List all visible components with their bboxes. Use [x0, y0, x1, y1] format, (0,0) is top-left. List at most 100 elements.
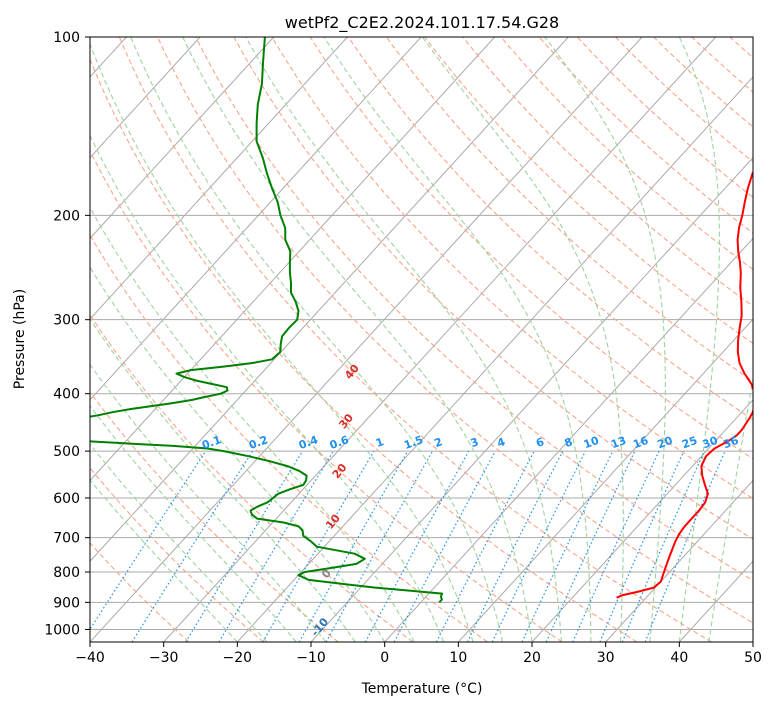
x-tick-label: −10	[296, 650, 326, 666]
y-tick-label: 600	[53, 491, 80, 507]
mixing-ratio-line	[131, 450, 254, 642]
plot-frame	[89, 36, 754, 643]
x-tick-label: 10	[449, 650, 467, 666]
mixing-ratio-label: 3	[469, 435, 481, 450]
y-tick-label: 100	[53, 30, 80, 46]
x-tick-label: 40	[670, 650, 688, 666]
moist-adiabat-line	[323, 37, 592, 642]
x-tick-label: 20	[523, 650, 541, 666]
x-tick-label: −40	[75, 650, 105, 666]
mixing-ratio-label: 30	[701, 434, 720, 452]
dry-adiabat-line	[271, 37, 753, 500]
x-axis-label: Temperature (°C)	[361, 681, 483, 697]
mixing-ratio-line	[364, 450, 470, 642]
y-tick-label: 200	[53, 208, 80, 224]
mixing-ratio-line	[599, 450, 685, 642]
dry-adiabat-line	[90, 149, 563, 642]
mixing-ratio-line	[185, 450, 304, 642]
axes: −40 −30 −20 −10 0 10 20 30 40 5010020030040050060…	[44, 30, 762, 666]
moist-adiabat-line	[544, 37, 666, 642]
isotherm-line	[90, 37, 275, 240]
x-tick-label: 30	[597, 650, 615, 666]
moist-adiabat-line	[90, 317, 356, 642]
mixing-ratio-label: 10	[582, 434, 601, 452]
isotherm-line	[384, 237, 753, 642]
mixing-ratio-line	[621, 450, 705, 642]
dewpoint-trace	[90, 37, 444, 603]
dry-adiabat-line	[424, 37, 753, 345]
x-tick-label: −20	[223, 650, 253, 666]
moist-adiabat-line	[708, 376, 753, 642]
isotherm-line	[90, 37, 201, 159]
x-tick-label: 0	[380, 650, 389, 666]
y-tick-label: 700	[53, 531, 80, 547]
isotherm-line	[752, 641, 753, 642]
mixing-ratio-line	[325, 450, 434, 642]
y-tick-label: 800	[53, 565, 80, 581]
isotherm-line	[90, 37, 348, 320]
moist-adiabat-line	[90, 479, 238, 642]
moist-adiabat-line	[90, 134, 445, 642]
isotherm-line	[90, 37, 422, 401]
y-tick-label: 900	[53, 595, 80, 611]
isotherm-line	[90, 37, 643, 642]
isotherm-line	[457, 318, 753, 642]
mixing-ratio-label: 2	[433, 435, 445, 450]
mixing-ratio-line	[393, 450, 496, 642]
plot-background	[90, 37, 753, 642]
mixing-ratio-label: 0.2	[247, 433, 270, 452]
dry-adiabat-line	[157, 37, 753, 624]
y-tick-label: 500	[53, 444, 80, 460]
moist-adiabat-line	[678, 37, 721, 642]
mixing-ratio-label: 8	[563, 435, 575, 450]
y-axis-label: Pressure (hPa)	[12, 289, 28, 389]
chart-title: wetPf2_C2E2.2024.101.17.54.G28	[285, 13, 559, 33]
isotherm-line	[163, 37, 717, 642]
mixing-ratio-label: 36	[722, 434, 741, 452]
mixing-ratio-line	[466, 450, 564, 642]
moist-adiabat-line	[90, 206, 415, 642]
dry-adiabat-line	[118, 37, 712, 642]
mixing-ratio-label: 1	[374, 435, 386, 450]
mixing-ratio-label: 0.4	[297, 433, 320, 452]
mixing-ratio-label: 1.5	[402, 433, 425, 452]
isotherm-line	[531, 399, 753, 642]
dry-adiabat-line	[233, 37, 753, 540]
mixing-ratio-label: 20	[656, 434, 675, 452]
mixing-ratio-label: 16	[631, 434, 650, 452]
mixing-ratio-label: 0.6	[328, 433, 351, 452]
dry-adiabat-line	[768, 37, 775, 642]
isotherm-line	[236, 76, 753, 642]
moist-adiabat-line	[182, 37, 533, 642]
moist-adiabat-line	[245, 37, 563, 642]
isotherm-line	[605, 479, 753, 642]
mixing-ratio-label: 4	[495, 435, 507, 450]
moist-adiabat-line	[90, 42, 474, 642]
mixing-ratio-line	[90, 450, 207, 631]
y-tick-label: 1000	[44, 622, 80, 638]
mixing-ratio-label: 13	[609, 434, 628, 451]
moist-adiabat-line	[90, 405, 297, 642]
dry-adiabat-line	[90, 58, 638, 642]
isotherm-line	[90, 37, 496, 482]
mixing-ratio-label: 25	[680, 434, 699, 451]
x-tick-label: −30	[149, 650, 179, 666]
moist-adiabat-line	[90, 443, 268, 642]
dry-adiabat-line	[309, 37, 753, 460]
mixing-ratio-label: 6	[534, 435, 546, 450]
moist-adiabat-line	[130, 37, 504, 642]
mixing-ratio-line	[644, 450, 726, 642]
x-tick-label: 50	[744, 650, 762, 666]
mixing-ratio-line	[572, 450, 660, 642]
mixing-ratio-label: 0.1	[200, 433, 223, 452]
moist-adiabat-line	[421, 37, 624, 642]
y-tick-label: 400	[53, 387, 80, 403]
moist-adiabat-line	[90, 266, 386, 642]
y-tick-label: 300	[53, 313, 80, 329]
isotherm-line	[90, 37, 569, 563]
temperature-trace	[616, 170, 753, 599]
dry-adiabat-line	[386, 37, 753, 382]
